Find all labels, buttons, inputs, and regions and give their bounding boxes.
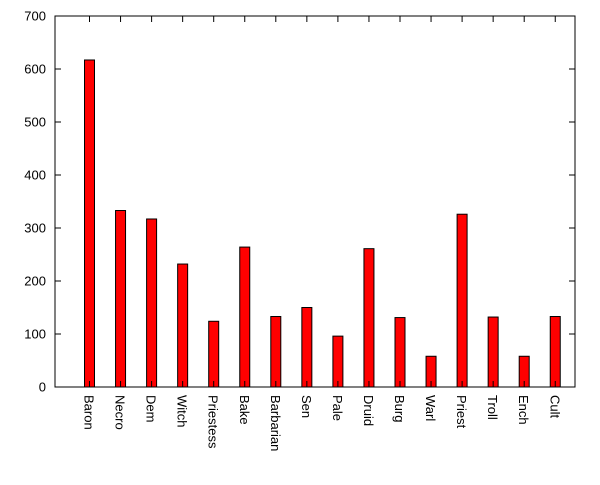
- x-tick-label: Barbarian: [268, 395, 283, 451]
- x-tick-label: Priestess: [206, 395, 221, 449]
- bar-baron: [84, 59, 95, 388]
- x-tick-label: Troll: [485, 395, 500, 420]
- x-tick-label: Cult: [547, 395, 562, 419]
- x-tick-label: Baron: [82, 395, 97, 430]
- x-tick-label: Burg: [392, 395, 407, 422]
- x-tick-label: Ench: [516, 395, 531, 425]
- x-tick-label: Witch: [175, 395, 190, 428]
- y-tick-label: 400: [24, 168, 46, 183]
- x-tick-label: Priest: [454, 395, 469, 429]
- bar-troll: [487, 316, 499, 388]
- x-tick-label: Necro: [113, 395, 128, 430]
- plot-frame: [54, 15, 576, 388]
- y-tick-label: 700: [24, 9, 46, 24]
- y-tick-label: 600: [24, 62, 46, 77]
- y-tick-label: 300: [24, 221, 46, 236]
- x-tick-label: Warl: [423, 395, 438, 421]
- x-tick-label: Druid: [361, 395, 376, 426]
- x-tick-label: Pale: [330, 395, 345, 421]
- x-tick-label: Sen: [299, 395, 314, 418]
- x-axis: Baron Necro Dem Witch Priestess Bake Barbarian…: [82, 16, 562, 451]
- bar-barbarian: [270, 316, 282, 388]
- bar-witch: [177, 263, 189, 388]
- y-tick-label: 100: [24, 327, 46, 342]
- bar-cult: [549, 316, 561, 388]
- bar-bake: [239, 246, 251, 388]
- bar-pale: [332, 335, 344, 388]
- bar-druid: [363, 248, 375, 388]
- bar-burg: [394, 317, 406, 388]
- bar-priestess: [208, 320, 220, 388]
- bars-layer: [84, 59, 561, 388]
- bar-dem: [146, 218, 158, 388]
- bar-priest: [456, 213, 468, 388]
- x-tick-label: Dem: [144, 395, 159, 422]
- x-tick-label: Bake: [237, 395, 252, 425]
- y-tick-label: 500: [24, 115, 46, 130]
- bar-necro: [115, 210, 127, 388]
- y-tick-label: 200: [24, 274, 46, 289]
- y-axis: 0 100 200 300 400 500 600 700: [24, 9, 575, 395]
- bar-sen: [301, 307, 313, 388]
- y-tick-label: 0: [39, 380, 46, 395]
